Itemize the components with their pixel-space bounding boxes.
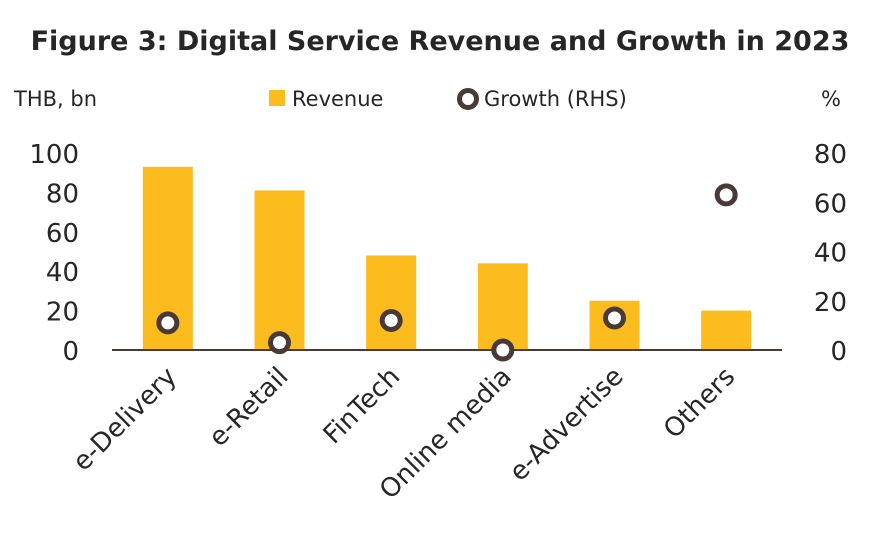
growth-point — [268, 331, 291, 355]
left-tick-label: 100 — [29, 140, 79, 170]
left-axis-unit: THB, bn — [13, 87, 97, 111]
right-tick-label: 40 — [814, 239, 847, 269]
growth-point — [491, 338, 515, 362]
right-tick-label: 20 — [814, 288, 847, 318]
growth-point — [603, 306, 626, 330]
growth-point — [714, 183, 738, 207]
revenue-bar — [366, 255, 417, 350]
legend-growth-label: Growth (RHS) — [484, 87, 627, 111]
right-tick-label: 80 — [814, 140, 847, 170]
chart-title: Figure 3: Digital Service Revenue and Gr… — [31, 26, 850, 57]
left-tick-label: 40 — [46, 258, 79, 288]
category-label: FinTech — [318, 362, 406, 450]
left-axis-ticks: 0 20 40 60 80 100 — [29, 140, 79, 367]
category-label: e-Retail — [203, 362, 294, 453]
left-tick-label: 0 — [62, 337, 79, 367]
legend-revenue-label: Revenue — [292, 87, 383, 111]
growth-point — [156, 311, 180, 335]
right-tick-label: 60 — [814, 189, 847, 219]
legend-revenue-swatch — [269, 90, 285, 106]
right-axis-ticks: 0 20 40 60 80 — [814, 140, 847, 367]
revenue-bar — [701, 310, 752, 350]
revenue-bar — [254, 190, 305, 350]
revenue-bars — [142, 166, 752, 350]
category-label: Others — [658, 362, 741, 445]
left-tick-label: 20 — [46, 298, 79, 328]
legend-growth-marker — [457, 88, 479, 110]
growth-point — [379, 308, 403, 332]
left-tick-label: 80 — [46, 179, 79, 209]
right-axis-unit: % — [821, 87, 841, 111]
growth-points — [156, 183, 738, 362]
left-tick-label: 60 — [46, 219, 79, 249]
category-label: e-Delivery — [67, 362, 182, 477]
category-label: e-Advertise — [504, 362, 630, 488]
revenue-bar — [477, 263, 528, 350]
right-tick-label: 0 — [830, 337, 847, 367]
legend: Revenue Growth (RHS) — [269, 87, 627, 111]
